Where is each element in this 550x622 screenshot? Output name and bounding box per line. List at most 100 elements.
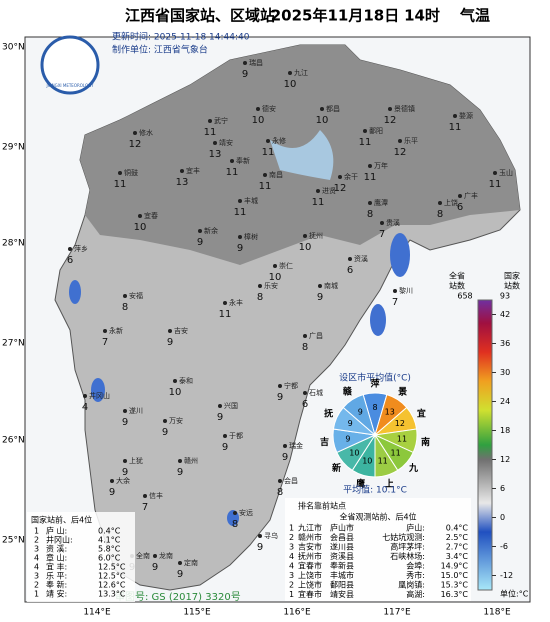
station-value: 10 [284, 79, 297, 90]
station-count: 658 [457, 292, 472, 301]
station-name: 兴国 [224, 401, 238, 410]
station-name: 永修 [272, 136, 286, 145]
station-dot [123, 294, 127, 298]
station-name: 贵溪 [386, 218, 400, 227]
station-count: 站数 [449, 281, 465, 291]
station-dot [320, 107, 324, 111]
table-cell: 资 溪: [46, 544, 67, 554]
station-name: 全南 [136, 551, 150, 560]
table-cell: 靖安县 [330, 589, 354, 599]
station-name: 九江 [294, 68, 308, 77]
station-dot [133, 131, 137, 135]
table-cell: 丰城市 [330, 570, 354, 580]
title-element: 气温 [459, 7, 490, 25]
station-name: 奉新 [236, 156, 250, 165]
title-date: 2025年11月18日 [271, 7, 400, 25]
pie-value: 11 [378, 457, 388, 466]
station-name: 遂川 [129, 406, 143, 415]
cold-area [370, 304, 386, 336]
station-dot [118, 171, 122, 175]
station-name: 宜春 [144, 211, 158, 220]
station-dot [178, 561, 182, 565]
station-dot [380, 221, 384, 225]
station-value: 8 [277, 487, 283, 498]
cold-area [91, 378, 105, 402]
station-name: 井冈山 [89, 391, 110, 400]
colorbar [477, 299, 493, 591]
colorbar-label: 6 [500, 484, 505, 493]
lat-label: 27°N [2, 339, 25, 349]
table-box [27, 512, 135, 602]
colorbar-label: 36 [500, 339, 510, 348]
pie-value: 12 [395, 419, 405, 428]
table-cell: 16.3°C [441, 590, 469, 599]
approval: 审图号: GS (2017) 3320号 [115, 590, 241, 603]
station-dot [348, 257, 352, 261]
table-cell: 宜春市 [298, 589, 322, 599]
station-name: 赣州 [184, 456, 198, 465]
update-time: 更新时间: 2025-11-18 14:44:40 [112, 31, 250, 43]
station-name: 抚州 [309, 231, 323, 240]
table-cell: 遂川县 [330, 542, 354, 552]
title: 江西省国家站、区域站 [125, 7, 275, 25]
pie-label: 新 [332, 462, 341, 474]
table-cell: 5.8°C [98, 545, 121, 554]
station-name: 万年 [374, 161, 388, 170]
station-name: 铜鼓 [124, 168, 138, 177]
table-cell: 2 [289, 581, 294, 590]
station-value: 7 [392, 297, 398, 308]
station-value: 11 [312, 197, 325, 208]
pie-label: 抚 [324, 407, 333, 419]
table-cell: 6.0°C [98, 554, 121, 563]
station-value: 10 [134, 222, 147, 233]
station-value: 11 [219, 309, 232, 320]
station-name: 都昌 [326, 105, 340, 113]
pie-label: 上 [385, 477, 394, 489]
station-dot [338, 175, 342, 179]
lat-label: 30°N [2, 43, 25, 53]
pie-label: 九 [408, 462, 418, 474]
station-value: 8 [122, 302, 128, 313]
table-cell: 宜春市 [298, 561, 322, 571]
pie-label: 赣 [343, 386, 353, 398]
table-cell: 九江市 [298, 523, 322, 533]
lon-label: 116°E [283, 608, 311, 618]
table-cell: 4 [34, 554, 39, 563]
station-name: 鄱阳 [369, 126, 383, 135]
title-hour: 14时 [404, 7, 440, 25]
table-cell: 庐山市 [330, 523, 354, 533]
table-cell: 1 [34, 590, 39, 599]
station-value: 13 [176, 177, 189, 188]
pie-label: 南 [421, 436, 430, 448]
station-dot [266, 139, 270, 143]
table-cell: 乐 平: [46, 571, 67, 581]
station-name: 万安 [169, 416, 183, 425]
lon-label: 117°E [383, 608, 411, 618]
station-name: 靖安 [219, 138, 233, 147]
lon-label: 115°E [183, 608, 211, 618]
table-cell: 3 [289, 543, 294, 552]
station-name: 信丰 [149, 491, 163, 500]
colorbar-label: 30 [500, 368, 510, 377]
station-value: 9 [217, 412, 223, 423]
table-cell: 会埠: [406, 561, 425, 571]
station-count: 93 [500, 292, 510, 301]
station-name: 吉安 [174, 326, 188, 335]
colorbar-label: 24 [500, 397, 510, 406]
station-value: 9 [177, 467, 183, 478]
station-value: 11 [114, 179, 127, 190]
station-dot [103, 329, 107, 333]
station-dot [143, 494, 147, 498]
table-cell: 14.9°C [441, 562, 469, 571]
station-count: 国家 [504, 271, 520, 281]
lat-label: 26°N [2, 436, 25, 446]
station-dot [283, 444, 287, 448]
station-dot [278, 384, 282, 388]
station-value: 11 [359, 137, 372, 148]
pie-average: 平均值: 10.1°C [343, 484, 407, 496]
table-cell: 15.0°C [441, 571, 469, 580]
station-name: 黎川 [399, 286, 413, 295]
station-dot [138, 214, 142, 218]
station-name: 安远 [239, 508, 253, 517]
